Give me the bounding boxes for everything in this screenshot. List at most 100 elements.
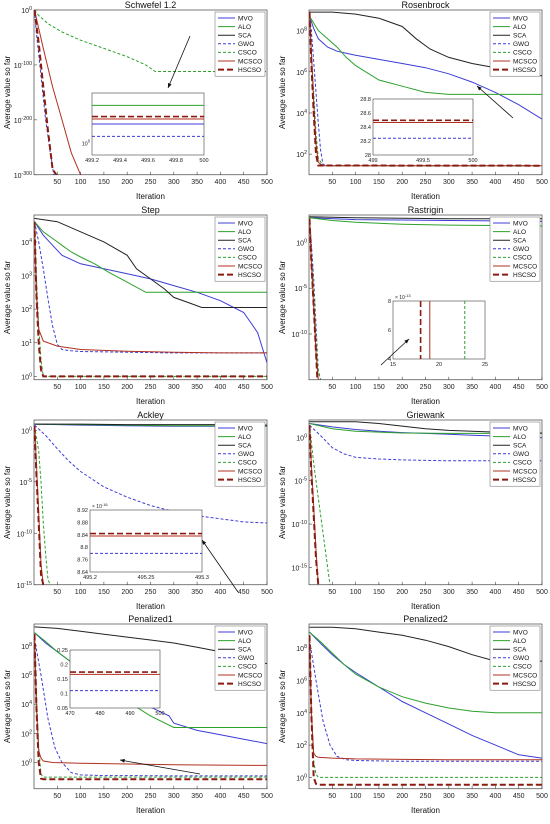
x-tick-label: 400 xyxy=(215,793,227,800)
x-axis-label: Iteration xyxy=(136,806,165,815)
x-tick-label: 50 xyxy=(328,793,336,800)
legend-label: MCSCO xyxy=(238,468,262,475)
inset-exponent: × 10-13 xyxy=(395,293,411,301)
x-tick-label: 200 xyxy=(121,179,133,186)
x-tick-label: 100 xyxy=(75,384,87,391)
x-tick-label: 50 xyxy=(328,384,336,391)
x-tick-label: 100 xyxy=(75,588,87,595)
x-tick-label: 500 xyxy=(536,588,548,595)
legend-label: MCSCO xyxy=(513,263,537,270)
x-axis-label: Iteration xyxy=(411,397,440,406)
zoom-inset: 495.2 495.25 495.3 8.64 8.76 8.8 8.84 8.88 8.92 ×… xyxy=(77,502,209,581)
inset-x-tick-label: 500 xyxy=(155,711,164,717)
x-tick-label: 50 xyxy=(53,179,61,186)
legend-label: MCSCO xyxy=(513,468,537,475)
inset-x-tick-label: 15 xyxy=(390,362,396,368)
zoom-inset: 470 480 490 500 0.05 0.1 0.15 0.2 0.25 xyxy=(57,648,164,717)
inset-arrow xyxy=(201,539,239,592)
x-tick-label: 450 xyxy=(238,588,250,595)
y-tick-label: 108 xyxy=(296,644,307,653)
series-line-mcsco xyxy=(34,221,267,354)
chart-title: Step xyxy=(141,205,160,215)
y-tick-label: 104 xyxy=(296,709,307,718)
x-tick-label: 200 xyxy=(396,793,408,800)
inset-x-tick-label: 470 xyxy=(65,711,74,717)
x-tick-label: 450 xyxy=(238,384,250,391)
x-tick-label: 50 xyxy=(328,179,336,186)
y-tick-label: 102 xyxy=(21,305,32,314)
inset-y-tick-label: 0.05 xyxy=(57,706,68,712)
x-tick-label: 500 xyxy=(261,384,273,391)
inset-y-tick-label: 0.1 xyxy=(60,692,68,698)
x-tick-label: 100 xyxy=(350,588,362,595)
legend-label: MVO xyxy=(238,220,253,227)
legend-label: SCA xyxy=(238,237,252,244)
y-axis-label: Average value so far xyxy=(278,465,287,539)
series-line-gwo xyxy=(34,638,267,777)
x-tick-label: 350 xyxy=(191,179,203,186)
series-line-gwo xyxy=(309,14,542,167)
series-line-alo xyxy=(309,15,542,95)
series-group xyxy=(34,217,267,378)
x-tick-label: 150 xyxy=(373,179,385,186)
chart-panel-1: Rosenbrock 50 100 150 200 250 300 350 400 450 500 1… xyxy=(275,0,550,205)
y-tick-label: 102 xyxy=(296,741,307,750)
legend-label: HSCSO xyxy=(238,67,261,74)
zoom-inset: 499.2 499.4 499.6 499.8 500 100 xyxy=(82,92,209,164)
series-line-hscso xyxy=(34,10,58,175)
x-tick-label: 200 xyxy=(396,384,408,391)
y-tick-label: 10-10 xyxy=(292,330,307,339)
legend-label: MCSCO xyxy=(238,263,262,270)
inset-x-tick-label: 490 xyxy=(125,711,134,717)
x-tick-label: 400 xyxy=(490,179,502,186)
x-tick-label: 400 xyxy=(215,588,227,595)
legend-label: GWO xyxy=(238,246,254,253)
x-tick-label: 500 xyxy=(261,179,273,186)
legend-label: MVO xyxy=(238,630,253,637)
arrow-head xyxy=(120,759,125,763)
inset-x-tick-label: 499.5 xyxy=(416,158,430,164)
chart-svg: Step 50 100 150 200 250 300 350 400 450 500 100 101 1… xyxy=(3,205,273,406)
y-tick-label: 100 xyxy=(21,6,32,15)
x-tick-label: 150 xyxy=(98,588,110,595)
inset-x-tick-label: 500 xyxy=(468,158,477,164)
series-line-gwo xyxy=(34,424,267,523)
y-tick-label: 100 xyxy=(296,774,307,783)
legend-label: SCA xyxy=(238,647,252,654)
x-tick-label: 200 xyxy=(396,179,408,186)
series-line-mvo xyxy=(309,631,542,759)
legend-label: ALO xyxy=(238,229,251,236)
x-tick-label: 350 xyxy=(466,384,478,391)
x-tick-label: 100 xyxy=(75,179,87,186)
chart-title: Penalized2 xyxy=(403,614,448,624)
y-tick-label: 100 xyxy=(21,426,32,435)
series-line-hscso xyxy=(309,635,542,786)
inset-arrow xyxy=(167,35,191,89)
legend-label: MCSCO xyxy=(238,58,262,65)
inset-x-tick-label: 499.2 xyxy=(85,158,99,164)
legend-label: MVO xyxy=(238,425,253,432)
x-tick-label: 250 xyxy=(420,179,432,186)
x-tick-label: 500 xyxy=(536,179,548,186)
x-tick-label: 300 xyxy=(443,793,455,800)
x-tick-label: 350 xyxy=(466,793,478,800)
chart-svg: Rosenbrock 50 100 150 200 250 300 350 400 450 500 1… xyxy=(278,0,548,201)
y-axis-label: Average value so far xyxy=(3,465,12,539)
x-tick-label: 150 xyxy=(373,588,385,595)
y-axis-label: Average value so far xyxy=(278,55,287,129)
legend-label: SCA xyxy=(513,442,527,449)
inset-x-tick-label: 495.3 xyxy=(195,575,209,581)
y-axis-label: Average value so far xyxy=(3,260,12,334)
inset-y-tick-label: 100 xyxy=(82,139,91,148)
legend-label: GWO xyxy=(238,655,254,662)
series-line-mvo xyxy=(309,16,542,120)
x-tick-label: 200 xyxy=(121,793,133,800)
x-tick-label: 150 xyxy=(98,179,110,186)
x-tick-label: 100 xyxy=(75,793,87,800)
x-tick-label: 50 xyxy=(53,384,61,391)
x-tick-label: 200 xyxy=(396,588,408,595)
y-tick-label: 10-15 xyxy=(292,563,307,572)
x-tick-label: 350 xyxy=(191,793,203,800)
